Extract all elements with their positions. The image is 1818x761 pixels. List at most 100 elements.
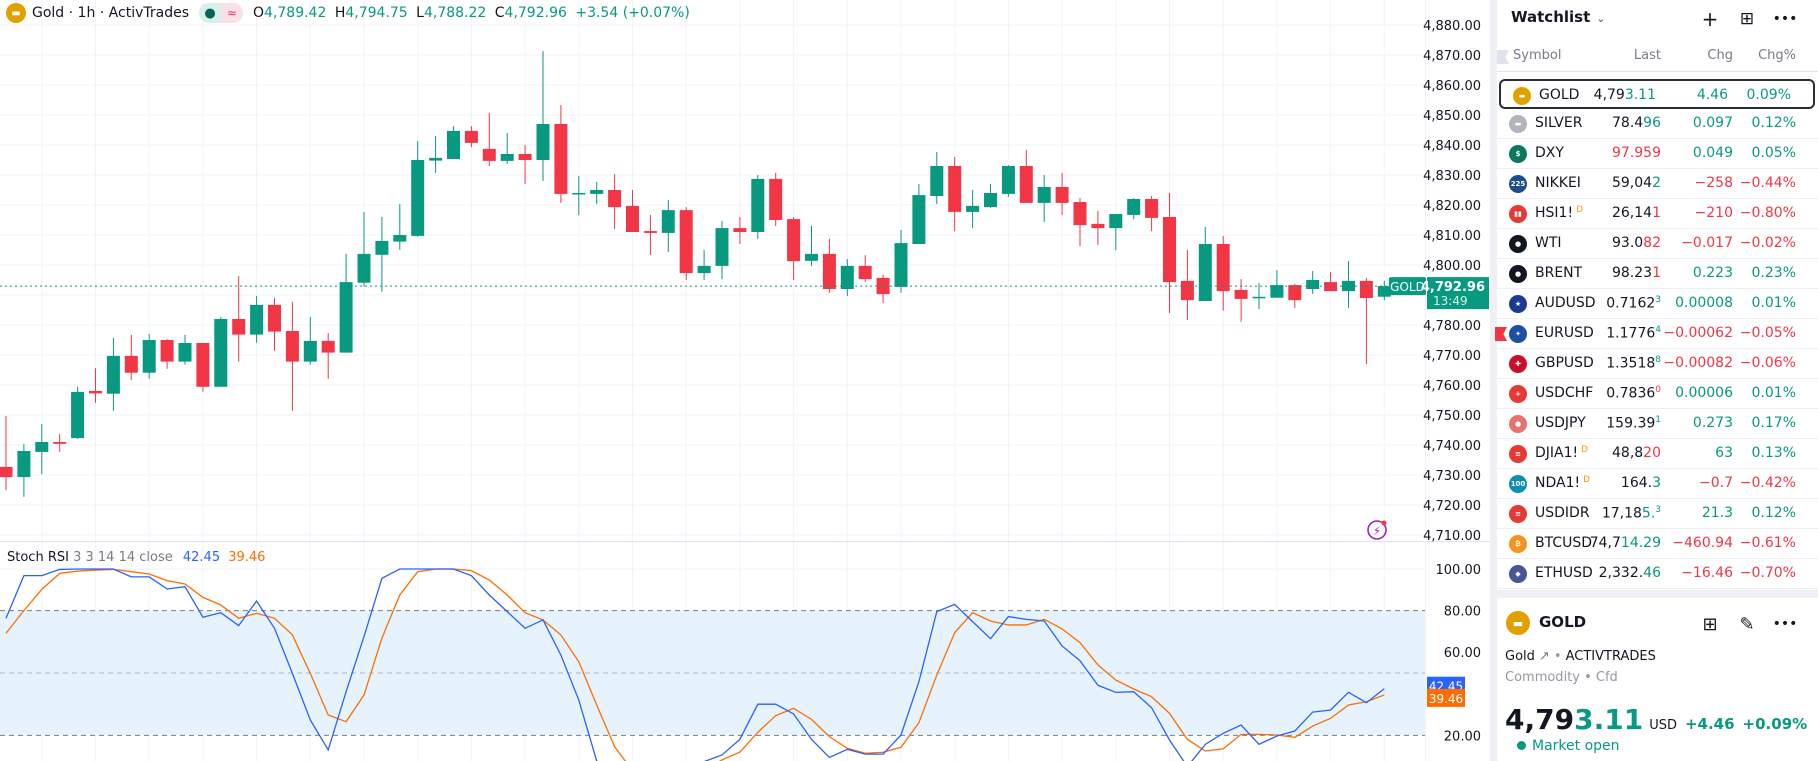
open-label: O <box>253 5 265 21</box>
candle-down <box>1019 166 1033 203</box>
lightning-icon[interactable] <box>1367 520 1387 540</box>
watchlist-row-usdjpy[interactable]: ● USDJPY 159.391 0.273 0.17% <box>1497 409 1818 439</box>
symbol-name: BRENT <box>1535 265 1583 281</box>
details-name[interactable]: Gold <box>1505 649 1535 664</box>
change-percent: −0.70% <box>1739 565 1796 581</box>
high-value: 4,794.75 <box>345 5 408 21</box>
ohlc-values: O4,789.42 H4,794.75 L4,788.22 C4,792.96 … <box>253 5 694 21</box>
advanced-view-icon[interactable]: ⊞ <box>1739 9 1755 29</box>
change-percent: 0.12% <box>1751 505 1796 521</box>
candle-down <box>1073 202 1087 226</box>
watchlist-row-usdidr[interactable]: ≡ USDIDR 17,185.3 21.3 0.12% <box>1497 499 1818 529</box>
flag-gb-us-icon: ✚ <box>1509 355 1527 373</box>
current-price-tag[interactable] <box>1427 277 1489 310</box>
details-exchange: ACTIVTRADES <box>1565 649 1656 664</box>
rsi-axis-label: 20.00 <box>1444 729 1481 744</box>
watchlist-row-nda1[interactable]: 100 NDA1! D 164.3 −0.7 −0.42% <box>1497 469 1818 499</box>
price-axis-label: 4,810.00 <box>1423 229 1481 244</box>
watchlist-row-gbpusd[interactable]: ✚ GBPUSD 1.35188 −0.00082 −0.06% <box>1497 349 1818 379</box>
market-status-pill[interactable]: ● ≈ <box>199 3 243 23</box>
symbol-name: BTCUSD <box>1535 535 1593 551</box>
price-axis-label: 4,760.00 <box>1423 379 1481 394</box>
symbol-name: ETHUSD <box>1535 565 1593 581</box>
column-chg-percent[interactable]: Chg% <box>1758 48 1796 63</box>
edit-icon[interactable]: ✎ <box>1739 613 1755 635</box>
stoch-rsi-d-line <box>5 568 1385 761</box>
candle-down <box>787 219 801 262</box>
rsi-d-tag <box>1427 688 1465 707</box>
price-axis-label: 4,880.00 <box>1423 19 1481 34</box>
details-divider[interactable] <box>1497 590 1818 598</box>
chart-canvas[interactable]: 4,880.00 4,870.00 4,860.00 4,850.00 4,840.00… <box>0 0 1490 761</box>
candle-down <box>1359 280 1373 298</box>
ethereum-icon: ◆ <box>1509 565 1527 583</box>
candle-down <box>876 277 890 295</box>
candle-up <box>447 130 460 160</box>
change: 0.097 <box>1692 115 1733 131</box>
candle-down <box>160 340 174 362</box>
rsi-axis-label: 100.00 <box>1436 563 1482 578</box>
gold-icon: ▬ <box>1506 611 1530 635</box>
change-percent: −0.44% <box>1739 175 1796 191</box>
column-last[interactable]: Last <box>1633 48 1661 63</box>
watchlist-row-dxy[interactable]: $ DXY 97.959 0.049 0.05% <box>1497 139 1818 169</box>
details-symbol[interactable]: GOLD <box>1539 613 1587 631</box>
candle-up <box>178 343 192 362</box>
change-percent: −0.80% <box>1739 205 1796 221</box>
watchlist-title[interactable]: Watchlist ⌄ <box>1511 8 1605 26</box>
details-type-line: Commodity • Cfd <box>1505 670 1618 685</box>
candle-down <box>1163 217 1176 283</box>
candle-up <box>1037 187 1051 203</box>
watchlist-row-djia1[interactable]: ≡ DJIA1! D 48,820 63 0.13% <box>1497 439 1818 469</box>
grid-icon[interactable]: ⊞ <box>1702 613 1718 635</box>
watchlist-row-ethusd[interactable]: ◆ ETHUSD 2,332.46 −16.46 −0.70% <box>1497 559 1818 589</box>
candle-down <box>769 178 783 220</box>
column-symbol[interactable]: Symbol <box>1513 48 1562 63</box>
column-chg[interactable]: Chg <box>1707 48 1733 63</box>
change: −460.94 <box>1672 535 1733 551</box>
symbol-title[interactable]: Gold · 1h · ActivTrades <box>32 5 189 21</box>
candle-up <box>751 178 765 232</box>
watchlist-row-btcusd[interactable]: ₿ BTCUSD 74,714.29 −460.94 −0.61% <box>1497 529 1818 559</box>
candle-up <box>697 265 711 274</box>
change: −0.7 <box>1699 475 1733 491</box>
watchlist-row-wti[interactable]: ● WTI 93.082 −0.017 −0.02% <box>1497 229 1818 259</box>
more-options-icon[interactable]: ••• <box>1772 616 1798 632</box>
red-flag-icon[interactable] <box>1495 327 1507 341</box>
watchlist-row-hsi1[interactable]: ▮▮ HSI1! D 26,141 −210 −0.80% <box>1497 199 1818 229</box>
watchlist-row-eurusd[interactable]: ✦ EURUSD 1.17764 −0.00062 −0.05% <box>1495 319 1818 349</box>
external-link-icon[interactable]: ↗ <box>1538 649 1550 664</box>
watchlist-row-silver[interactable]: ▬ SILVER 78.496 0.097 0.12% <box>1497 109 1818 139</box>
delayed-badge: D <box>1576 205 1583 215</box>
open-value: 4,789.42 <box>264 5 327 21</box>
watchlist-row-usdchf[interactable]: + USDCHF 0.78360 0.00006 0.01% <box>1497 379 1818 409</box>
candle-down <box>858 265 872 280</box>
add-symbol-icon[interactable]: + <box>1701 7 1719 31</box>
candle-up <box>984 193 997 208</box>
change-percent: −0.05% <box>1739 325 1796 341</box>
change-value: +3.54 (+0.07%) <box>575 5 690 21</box>
more-options-icon[interactable]: ••• <box>1772 11 1798 27</box>
change: −0.00062 <box>1663 325 1733 341</box>
low-label: L <box>416 5 424 21</box>
candle-up <box>1306 280 1320 289</box>
market-status: Market open <box>1517 738 1620 754</box>
change: 63 <box>1715 445 1733 461</box>
candle-down <box>89 391 102 394</box>
lightning-glyph-icon: ⚡ <box>1373 524 1381 538</box>
price-change: +4.46 <box>1684 715 1735 733</box>
header-divider <box>1497 71 1818 72</box>
price-axis-label: 4,750.00 <box>1423 409 1481 424</box>
watchlist-row-gold[interactable]: ▬ GOLD 4,793.11 4.46 0.09% <box>1499 79 1815 109</box>
candle-down <box>822 253 836 289</box>
watchlist-row-brent[interactable]: ● BRENT 98.231 0.223 0.23% <box>1497 259 1818 289</box>
flag-column-icon[interactable] <box>1497 50 1509 64</box>
market-status-text: Market open <box>1532 738 1620 754</box>
watchlist-row-nikkei[interactable]: 225 NIKKEI 59,042 −258 −0.44% <box>1497 169 1818 199</box>
panel-divider[interactable] <box>1490 0 1497 761</box>
watchlist-row-audusd[interactable]: ★ AUDUSD 0.71623 0.00008 0.01% <box>1497 289 1818 319</box>
candle-up <box>966 205 980 212</box>
candle-down <box>1234 289 1248 299</box>
price-axis-label: 4,730.00 <box>1423 469 1481 484</box>
stoch-rsi-legend[interactable]: Stoch RSI 3 3 14 14 close 42.45 39.46 <box>7 550 265 565</box>
